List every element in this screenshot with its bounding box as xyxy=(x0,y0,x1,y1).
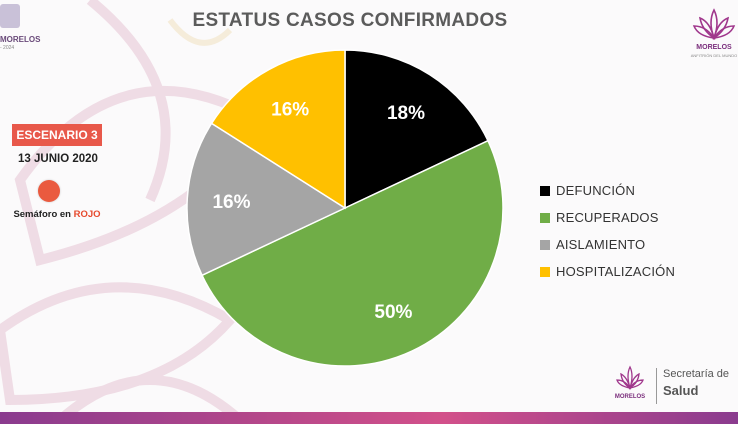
legend-swatch xyxy=(540,185,550,196)
semaforo-indicator xyxy=(38,180,60,202)
data-label: 18% xyxy=(387,103,425,124)
coat-of-arms-icon xyxy=(0,4,20,28)
morelos-logo-right: MORELOS ANFITRIÓN DEL MUNDO xyxy=(690,4,738,64)
right-logo-name: MORELOS xyxy=(696,44,732,51)
legend-swatch xyxy=(540,212,550,223)
legend-item: RECUPERADOS xyxy=(540,204,675,231)
footer-divider xyxy=(656,368,657,404)
lotus-flower-icon xyxy=(616,365,644,391)
legend-label: AISLAMIENTO xyxy=(556,237,646,252)
legend-label: RECUPERADOS xyxy=(556,210,659,225)
semaforo-color-text: ROJO xyxy=(73,209,101,220)
data-label: 16% xyxy=(271,99,309,120)
secretaria-label: Secretaría de xyxy=(663,368,730,380)
pie-slice-defuncion xyxy=(344,49,489,210)
pie-slice-hospitalizacion xyxy=(210,49,346,210)
footer-logo-name: MORELOS xyxy=(614,394,646,400)
legend-label: HOSPITALIZACIÓN xyxy=(556,264,676,279)
legend-label: DEFUNCIÓN xyxy=(556,183,636,198)
legend-swatch xyxy=(540,239,550,250)
bottom-accent-bar xyxy=(0,412,738,424)
pie-slice-aislamiento xyxy=(186,122,347,277)
pie-slice-recuperados xyxy=(201,139,504,367)
legend-item: HOSPITALIZACIÓN xyxy=(540,258,675,285)
legend-item: DEFUNCIÓN xyxy=(540,177,675,204)
scenario-date: 13 JUNIO 2020 xyxy=(18,153,98,165)
scenario-badge: ESCENARIO 3 xyxy=(12,124,102,146)
data-label: 16% xyxy=(212,192,250,213)
lotus-flower-icon xyxy=(692,8,736,41)
legend-swatch xyxy=(540,266,550,277)
chart-title: ESTATUS CASOS CONFIRMADOS xyxy=(192,10,508,31)
legend-item: AISLAMIENTO xyxy=(540,231,675,258)
chart-legend: DEFUNCIÓN RECUPERADOS AISLAMIENTO HOSPITALI… xyxy=(540,177,675,285)
left-logo-name: MORELOS xyxy=(0,35,41,44)
salud-label: Salud xyxy=(663,383,699,398)
semaforo-label: Semáforo en ROJO xyxy=(2,209,112,220)
data-label: 50% xyxy=(374,302,412,323)
right-logo-sub: ANFITRIÓN DEL MUNDO xyxy=(690,53,738,58)
secretaria-salud-logo: MORELOS Secretaría de Salud xyxy=(610,364,738,410)
semaforo-prefix: Semáforo en xyxy=(13,209,74,220)
left-logo-sub: - 2024 xyxy=(0,45,15,51)
morelos-logo-left: MORELOS - 2024 xyxy=(0,0,40,56)
